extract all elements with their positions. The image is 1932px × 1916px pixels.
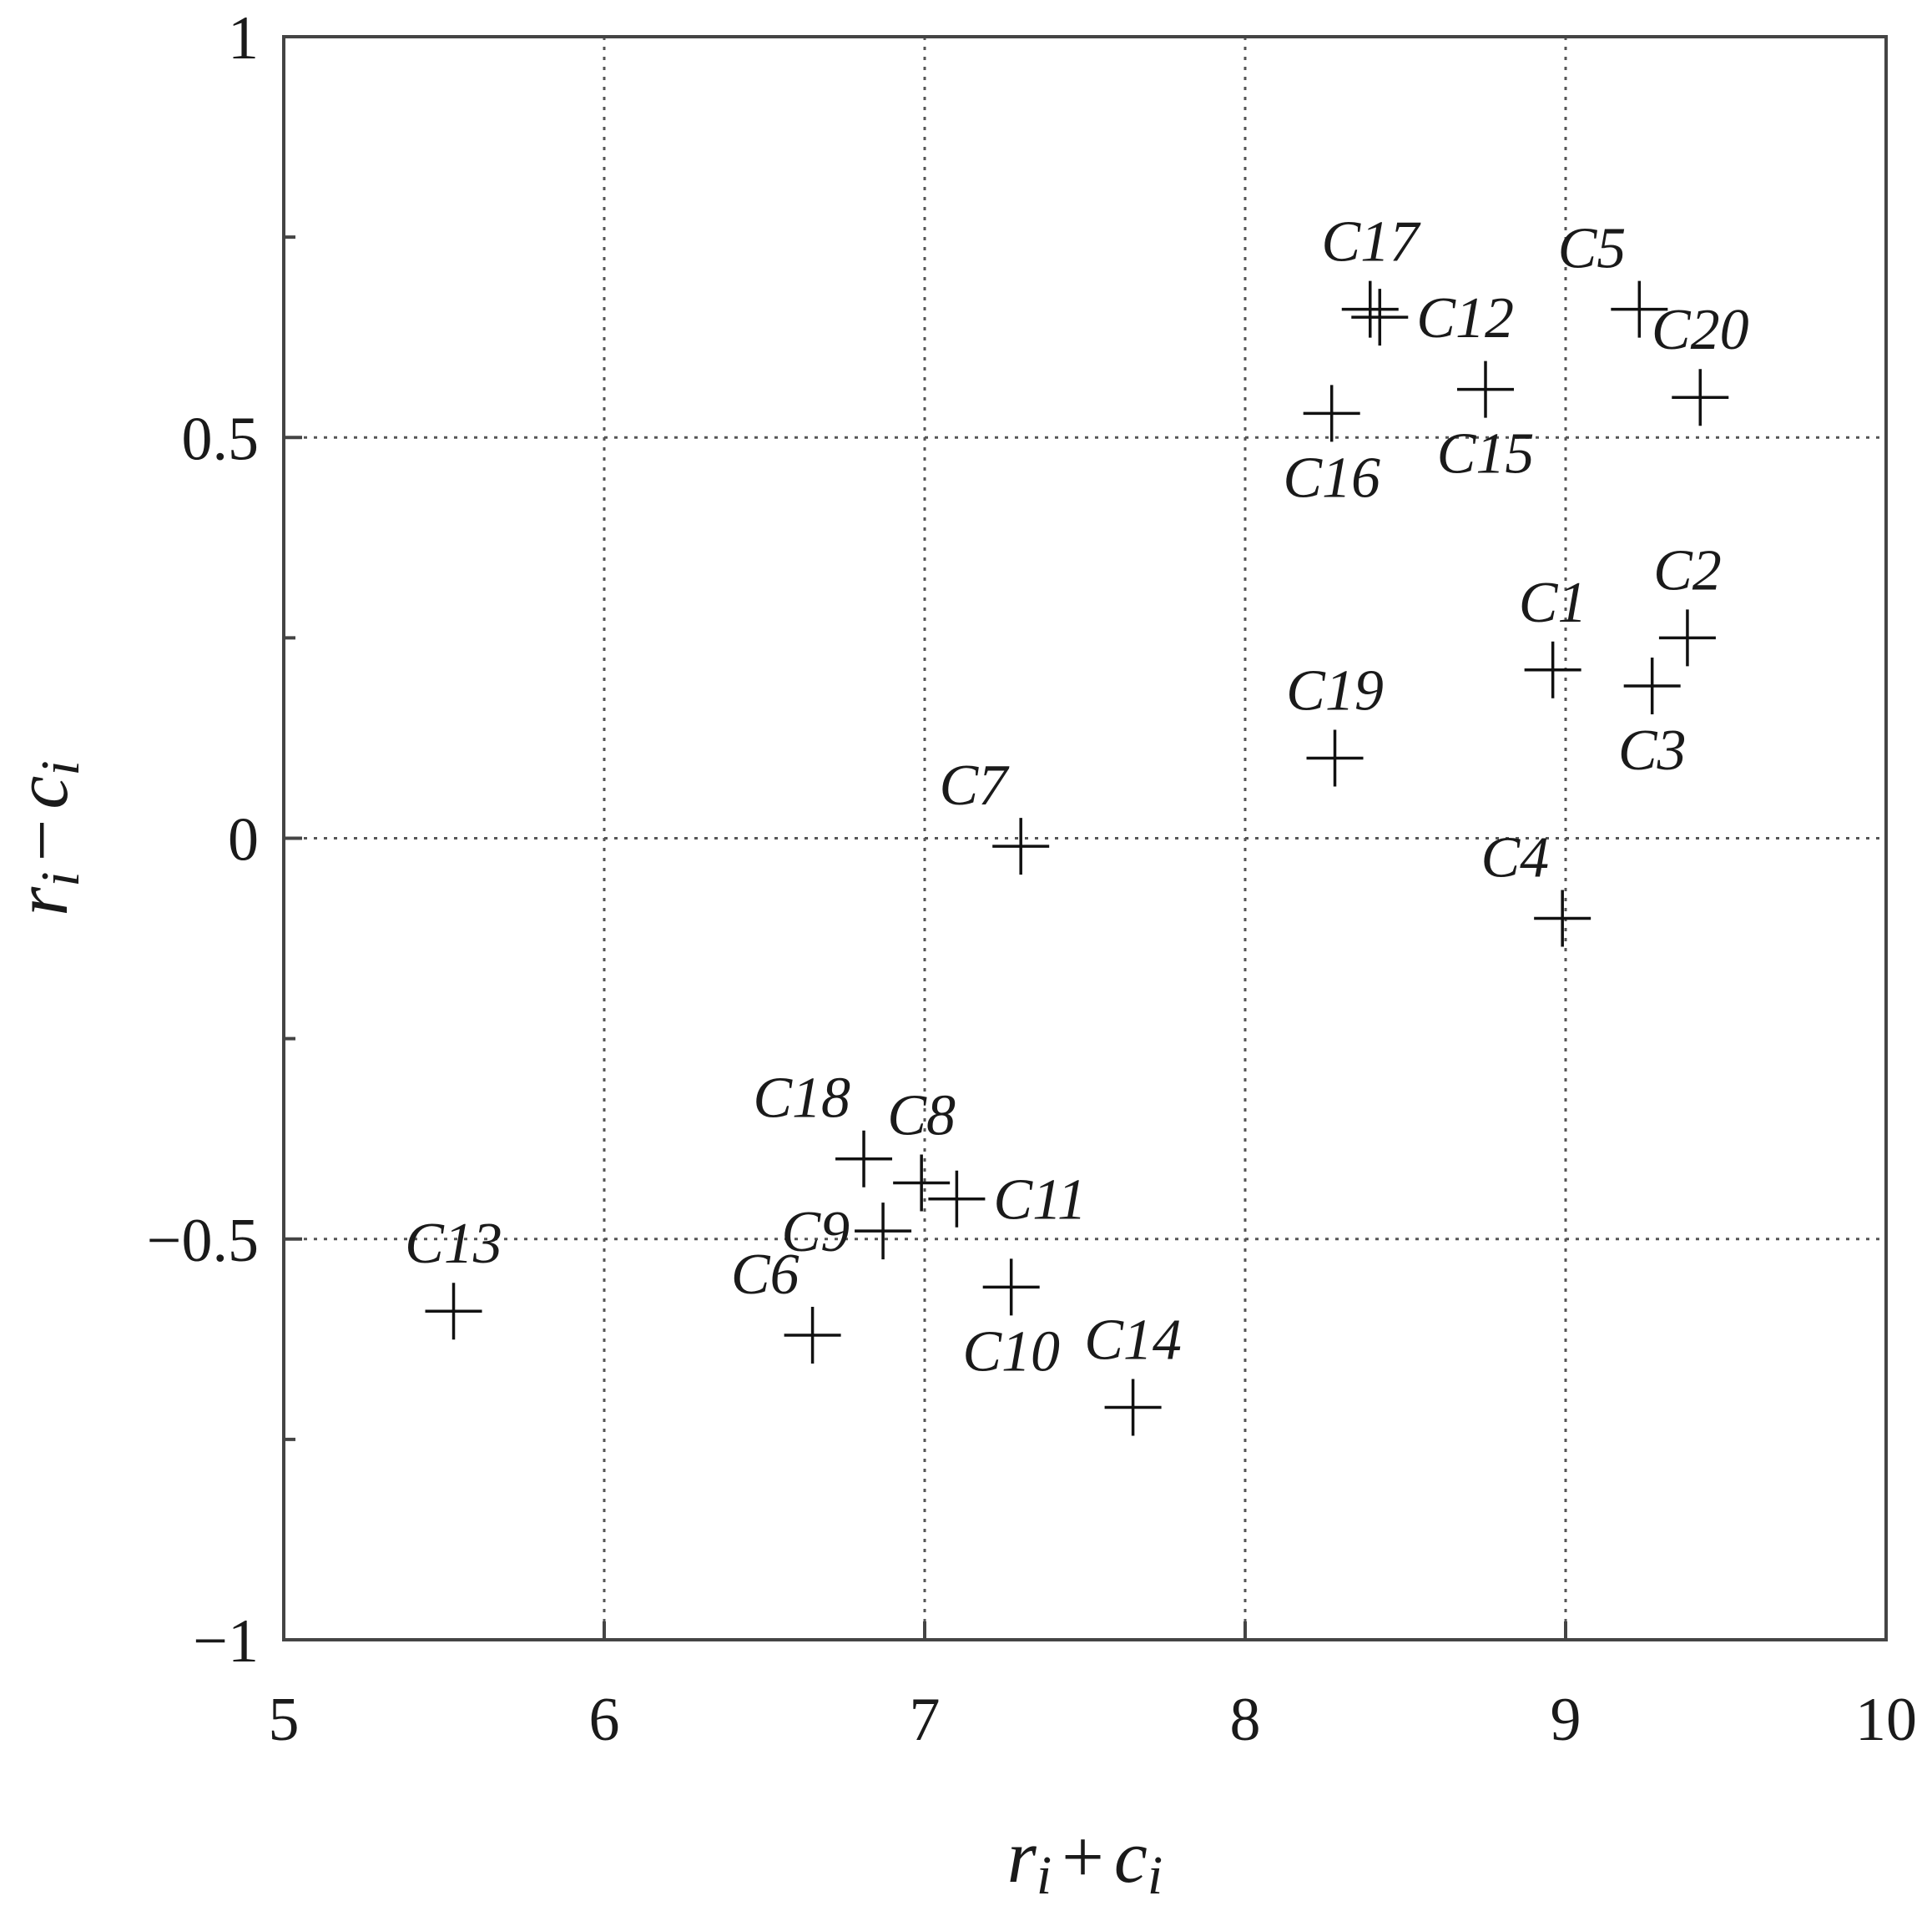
x-tick-label: 6 — [589, 1686, 620, 1754]
axis-ticks: 5 6 7 8 9 10 −1 −0.5 0 0.5 1 — [147, 4, 1917, 1754]
marker-c19 — [1306, 729, 1364, 787]
marker-c9 — [855, 1203, 912, 1260]
marker-c11 — [928, 1170, 986, 1228]
point-label-c15: C15 — [1437, 422, 1535, 487]
x-tick-label: 7 — [910, 1686, 941, 1754]
point-labels: C1 C2 C3 C4 C5 C6 C7 C8 C9 C10 C11 C12 C13 C14 C15 C16 C… — [405, 210, 1748, 1384]
marker-c15 — [1457, 361, 1514, 418]
point-label-c9: C9 — [781, 1200, 850, 1264]
point-label-c16: C16 — [1283, 446, 1380, 510]
point-label-c12: C12 — [1416, 286, 1514, 350]
marker-c7 — [992, 818, 1050, 875]
point-label-c1: C1 — [1519, 571, 1587, 635]
x-tick-label: 10 — [1855, 1686, 1917, 1754]
marker-c14 — [1104, 1379, 1162, 1436]
marker-c4 — [1534, 890, 1592, 947]
x-tick-label: 9 — [1551, 1686, 1581, 1754]
marker-c8 — [893, 1154, 951, 1212]
marker-c2 — [1658, 609, 1716, 667]
point-label-c18: C18 — [753, 1066, 850, 1131]
y-tick-label: 0.5 — [182, 405, 260, 473]
marker-c5 — [1611, 280, 1668, 338]
marker-c20 — [1672, 369, 1729, 426]
point-label-c8: C8 — [887, 1084, 956, 1148]
marker-c3 — [1623, 658, 1681, 715]
marker-c16 — [1303, 385, 1360, 442]
marker-c10 — [982, 1258, 1040, 1316]
x-tick-label: 5 — [269, 1686, 300, 1754]
y-tick-label: −0.5 — [147, 1207, 259, 1275]
point-label-c2: C2 — [1653, 538, 1722, 603]
point-label-c19: C19 — [1286, 658, 1384, 723]
x-tick-label: 8 — [1230, 1686, 1261, 1754]
point-label-c20: C20 — [1652, 298, 1749, 362]
point-label-c10: C10 — [962, 1319, 1060, 1384]
point-label-c4: C4 — [1481, 826, 1549, 890]
marker-c17 — [1341, 280, 1399, 338]
point-label-c3: C3 — [1618, 718, 1687, 783]
x-axis-title: ri + ci — [1007, 1816, 1163, 1906]
y-tick-label: 0 — [228, 806, 259, 875]
point-label-c7: C7 — [939, 754, 1010, 818]
point-label-c17: C17 — [1321, 210, 1421, 275]
marker-c18 — [835, 1130, 893, 1187]
marker-c6 — [784, 1307, 841, 1364]
marker-c1 — [1524, 641, 1581, 698]
grid-lines — [284, 35, 1888, 1640]
point-label-c14: C14 — [1084, 1308, 1182, 1372]
point-label-c5: C5 — [1558, 217, 1627, 281]
data-markers — [425, 280, 1729, 1436]
marker-c12 — [1351, 289, 1409, 346]
point-label-c11: C11 — [993, 1168, 1087, 1233]
y-tick-label: 1 — [228, 4, 259, 73]
point-label-c6: C6 — [731, 1243, 800, 1307]
point-label-c13: C13 — [405, 1212, 502, 1276]
y-tick-label: −1 — [193, 1607, 259, 1676]
y-axis-title: ri−ci — [1, 760, 91, 915]
marker-c13 — [425, 1283, 482, 1340]
